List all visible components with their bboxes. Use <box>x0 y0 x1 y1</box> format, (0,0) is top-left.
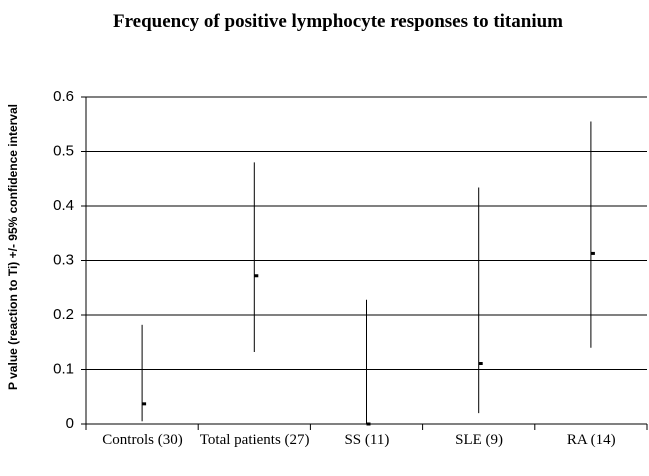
point <box>142 402 147 406</box>
x-tick-label: Total patients (27) <box>199 432 310 448</box>
y-tick-label: 0.4 <box>53 197 74 214</box>
y-tick-label: 0.6 <box>53 88 74 105</box>
point <box>478 362 483 366</box>
y-tick-label: 0.2 <box>53 306 74 323</box>
x-tick-label: SLE (9) <box>455 432 504 448</box>
point <box>590 251 595 255</box>
y-tick-label: 0.5 <box>53 142 74 159</box>
x-tick-label: Controls (30) <box>102 432 183 448</box>
y-tick-label: 0.1 <box>53 360 74 377</box>
point <box>254 274 259 278</box>
x-tick-label: SS (11) <box>344 432 390 448</box>
y-tick-label: 0.3 <box>53 251 74 268</box>
point <box>366 422 371 426</box>
chart-title: Frequency of positive lymphocyte respons… <box>112 11 563 32</box>
y-tick-label: 0 <box>66 415 74 432</box>
y-axis-label: P value (reaction to Ti) +/- 95% confide… <box>6 104 20 390</box>
x-tick-label: RA (14) <box>566 432 616 448</box>
